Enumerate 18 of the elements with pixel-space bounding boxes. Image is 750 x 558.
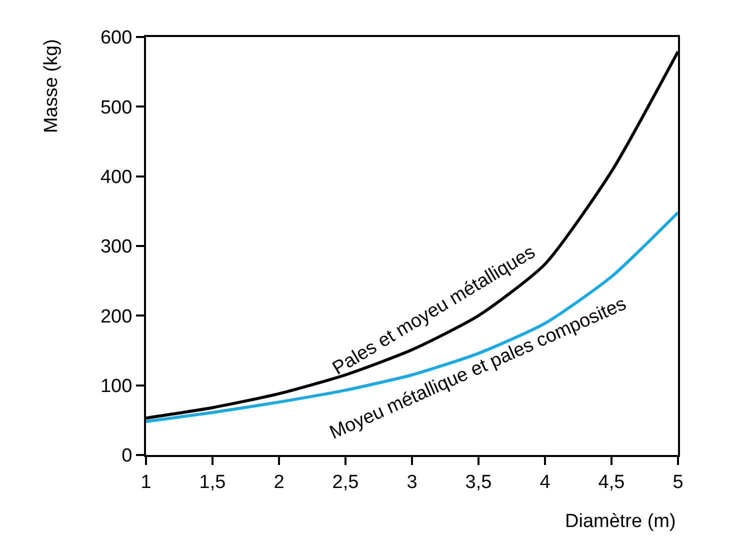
y-tick-label: 400 <box>100 166 132 188</box>
x-tick-label: 2 <box>274 472 284 493</box>
x-tick-label: 1,5 <box>199 472 226 493</box>
x-tick-label: 4 <box>540 472 551 493</box>
x-tick-label: 3 <box>406 472 418 493</box>
x-tick-label: 4,5 <box>598 472 625 493</box>
y-tick-label: 100 <box>100 376 132 397</box>
y-tick-label: 0 <box>122 446 132 467</box>
y-tick-label: 600 <box>100 28 132 49</box>
y-tick-label: 200 <box>100 306 132 328</box>
y-tick-label: 500 <box>100 97 132 118</box>
x-axis-title: Diamètre (m) <box>565 511 676 532</box>
x-tick-label: 1 <box>140 472 152 493</box>
x-tick-label: 2,5 <box>332 472 359 493</box>
y-tick-label: 300 <box>100 236 132 258</box>
x-tick-label: 5 <box>672 472 684 493</box>
x-tick-label: 3,5 <box>465 472 492 493</box>
y-axis-title: Masse (kg) <box>41 39 62 134</box>
